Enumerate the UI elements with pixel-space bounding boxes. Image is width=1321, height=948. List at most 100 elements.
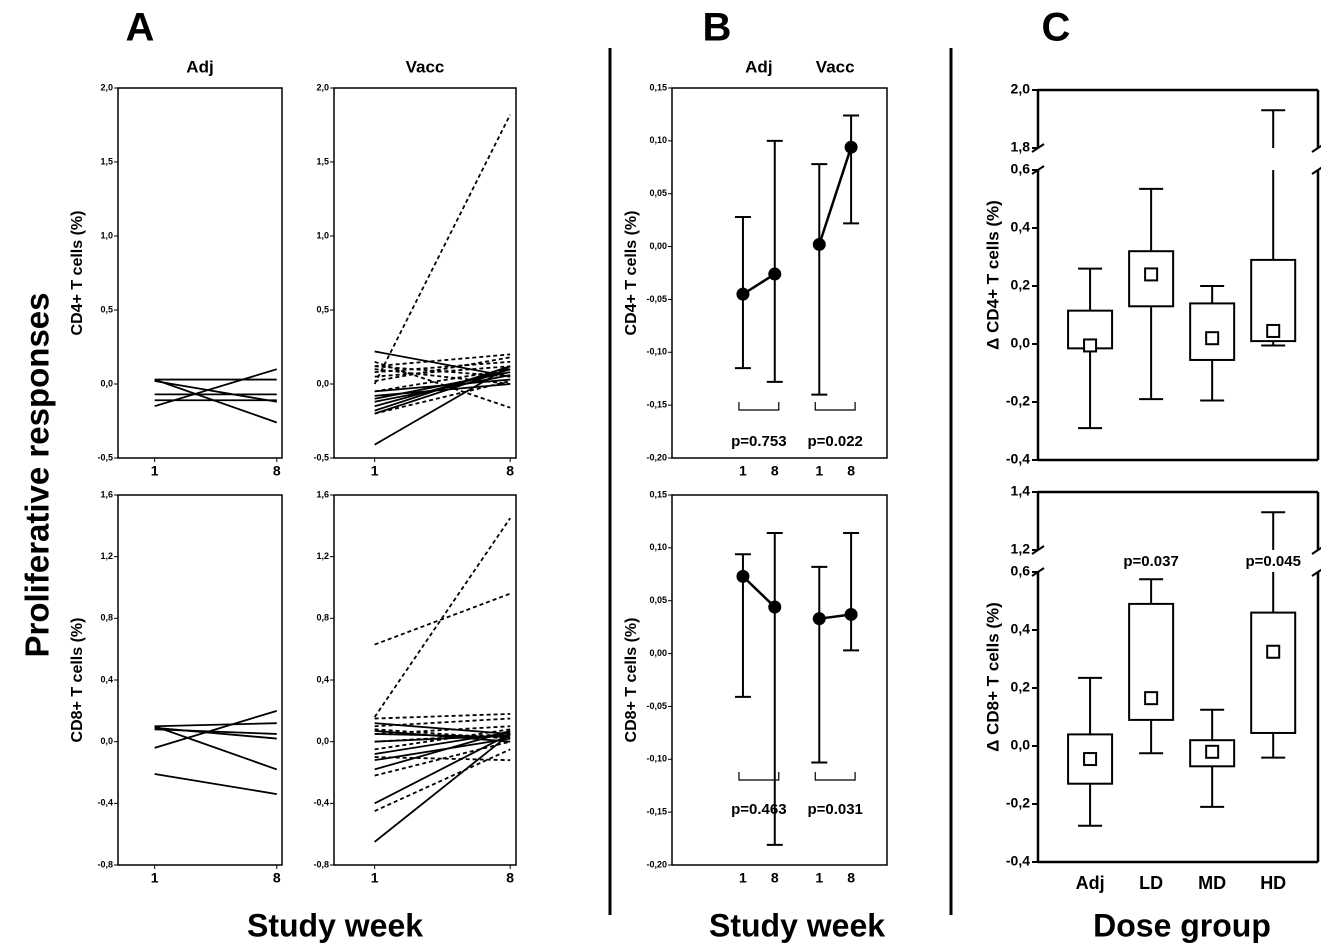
y-tick-label: 0,8 — [100, 613, 113, 623]
y-tick-label: 0,0 — [100, 736, 113, 746]
y-tick-label: 0,4 — [1011, 219, 1031, 235]
y-tick-label: -0,15 — [646, 807, 667, 817]
mean-marker — [1205, 331, 1220, 346]
individual-line — [373, 517, 511, 718]
group-label: Adj — [745, 57, 772, 76]
x-tick-label: 8 — [847, 870, 855, 886]
individual-line — [374, 730, 511, 771]
bracket — [814, 772, 856, 781]
individual-line — [154, 726, 277, 740]
mean-marker — [1144, 691, 1159, 706]
mean-marker — [1144, 267, 1159, 282]
mean-dot — [736, 287, 750, 301]
individual-line — [374, 733, 511, 805]
individual-line — [374, 368, 511, 415]
y-tick-label: -0,8 — [97, 859, 113, 869]
y-tick-label: 0,15 — [649, 82, 667, 92]
y-tick-label: -0,20 — [646, 859, 667, 869]
y-tick-label: -0,05 — [646, 701, 667, 711]
y-tick-label: 0,4 — [1011, 621, 1031, 637]
individual-line — [374, 353, 511, 368]
y-tick-label: 2,0 — [100, 82, 113, 92]
box — [1250, 611, 1297, 734]
mean-dot — [736, 569, 750, 583]
mean-marker — [1266, 323, 1281, 338]
mean-marker — [1205, 744, 1220, 759]
plot-frame — [671, 494, 888, 866]
individual-line — [374, 365, 511, 378]
mean-marker — [1083, 752, 1098, 767]
individual-line — [373, 114, 511, 385]
mean-dot — [844, 607, 858, 621]
y-tick-label: -0,4 — [97, 798, 113, 808]
box — [1128, 250, 1175, 308]
p-value: p=0.463 — [731, 801, 786, 818]
axis-break — [1031, 143, 1321, 175]
mean-dot — [768, 600, 782, 614]
plot-frame — [117, 87, 283, 459]
y-tick-label: 1,0 — [316, 230, 329, 240]
y-axis-label: Δ CD4+ T cells (%) — [983, 200, 1002, 350]
y-tick-label: 0,4 — [316, 674, 329, 684]
plot-frame — [1036, 490, 1320, 864]
y-tick-label: 1,2 — [316, 551, 329, 561]
mean-dot — [812, 237, 826, 251]
individual-line — [154, 725, 278, 771]
y-tick-label: -0,4 — [1006, 853, 1030, 869]
individual-line — [374, 356, 511, 382]
x-title: Study week — [709, 907, 885, 943]
mean-dot — [844, 140, 858, 154]
individual-line — [374, 713, 511, 720]
y-tick-label: 2,0 — [316, 82, 329, 92]
y-tick-label: 1,6 — [100, 489, 113, 499]
x-tick-label: HD — [1260, 873, 1286, 893]
y-tick-label: 0,0 — [316, 736, 329, 746]
x-tick-label: 1 — [739, 870, 747, 886]
y-tick-label: 0,0 — [1011, 335, 1031, 351]
mean-line — [818, 146, 853, 245]
p-value: p=0.045 — [1245, 553, 1300, 570]
y-tick-label: -0,05 — [646, 294, 667, 304]
individual-line — [374, 365, 511, 446]
x-title: Study week — [247, 907, 423, 943]
y-tick-label: -0,2 — [1006, 795, 1030, 811]
p-value: p=0.753 — [731, 433, 786, 450]
y-tick-label: 0,6 — [1011, 161, 1031, 177]
plot-frame — [671, 87, 888, 459]
y-tick-label: 2,0 — [1011, 81, 1031, 97]
x-tick-label: 1 — [371, 870, 379, 886]
y-tick-label: 0,0 — [316, 378, 329, 388]
x-tick-label: Adj — [1076, 873, 1105, 893]
y-tick-label: -0,10 — [646, 347, 667, 357]
y-tick-label: 1,4 — [1011, 483, 1031, 499]
chart-title: Vacc — [406, 57, 445, 76]
y-tick-label: -0,4 — [313, 798, 329, 808]
y-tick-label: 0,10 — [649, 542, 667, 552]
bracket — [814, 402, 856, 411]
individual-line — [374, 365, 511, 412]
mean-marker — [1083, 338, 1098, 353]
y-tick-label: 1,5 — [316, 156, 329, 166]
individual-line — [374, 350, 511, 378]
panel-letter: C — [1042, 6, 1071, 50]
x-tick-label: 8 — [847, 463, 855, 479]
y-tick-label: 0,6 — [1011, 563, 1031, 579]
y-tick-label: 0,8 — [316, 613, 329, 623]
y-tick-label: -0,5 — [97, 452, 113, 462]
plot-frame — [333, 494, 517, 866]
panel-letter: B — [703, 6, 732, 50]
individual-line — [374, 733, 511, 843]
mean-marker — [1266, 644, 1281, 659]
figure-y-title: Proliferative responses — [19, 293, 56, 658]
y-tick-label: 1,0 — [100, 230, 113, 240]
y-tick-label: 0,0 — [100, 378, 113, 388]
y-tick-label: -0,8 — [313, 859, 329, 869]
individual-line — [374, 731, 511, 755]
x-tick-label: 8 — [273, 463, 281, 479]
x-tick-label: MD — [1198, 873, 1226, 893]
y-tick-label: 1,5 — [100, 156, 113, 166]
y-tick-label: -0,4 — [1006, 451, 1030, 467]
y-axis-label: CD8+ T cells (%) — [69, 618, 86, 743]
y-tick-label: 0,00 — [649, 241, 667, 251]
